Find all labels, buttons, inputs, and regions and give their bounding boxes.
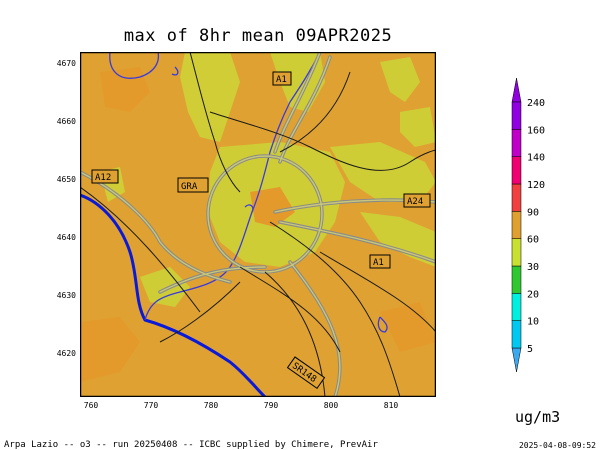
colorbar-level-label: 5: [527, 344, 533, 355]
footer-credits: Arpa Lazio -- o3 -- run 20250408 -- ICBC…: [4, 440, 378, 450]
colorbar-level-label: 240: [527, 98, 545, 109]
colorbar-level-label: 10: [527, 317, 539, 328]
svg-text:A12: A12: [95, 173, 111, 183]
colorbar-band: [511, 265, 522, 294]
map-border: [80, 52, 436, 397]
x-tick-label: 810: [384, 401, 399, 410]
svg-text:GRA: GRA: [181, 182, 198, 192]
svg-text:A24: A24: [407, 197, 423, 207]
y-tick-label: 4660: [57, 117, 76, 126]
colorbar-band: [511, 320, 522, 349]
colorbar-band: [511, 183, 522, 212]
colorbar-band: [511, 129, 522, 157]
colorbar-cap-top: [511, 77, 522, 103]
y-tick-label: 4620: [57, 349, 76, 358]
colorbar-cap-bottom: [511, 347, 522, 373]
road-label-a1-south: A1: [369, 254, 391, 269]
road-label-a12: A12: [91, 169, 119, 184]
concentration-field-orange: [80, 67, 436, 382]
unit-label: ug/m3: [515, 408, 561, 426]
colorbar-level-label: 160: [527, 125, 545, 136]
svg-text:A1: A1: [373, 258, 384, 268]
y-tick-label: 4640: [57, 233, 76, 242]
y-tick-label: 4630: [57, 291, 76, 300]
rivers: [109, 52, 388, 333]
ozone-map: A1 A12 GRA A24 A1 SR148: [80, 52, 436, 397]
colorbar-level-label: 20: [527, 289, 539, 300]
x-axis-ticks: 760 770 780 790 800 810: [84, 401, 399, 410]
x-tick-label: 790: [264, 401, 279, 410]
colorbar-level-label: 120: [527, 180, 545, 191]
x-tick-label: 770: [144, 401, 159, 410]
colorbar-level-label: 30: [527, 262, 539, 273]
map-title: max of 8hr mean 09APR2025: [123, 26, 393, 46]
x-tick-label: 760: [84, 401, 99, 410]
colorbar-band: [511, 156, 522, 185]
road-label-a1-north: A1: [272, 71, 292, 86]
colorbar: 5 10 20 30 60 90 120 140 160 240: [511, 77, 545, 373]
colorbar-level-label: 60: [527, 235, 539, 246]
colorbar-band: [511, 211, 522, 239]
road-label-gra: GRA: [177, 177, 209, 193]
road-label-a24: A24: [403, 193, 431, 208]
run-timestamp: 2025-04-08-09:52: [518, 441, 596, 450]
y-tick-label: 4650: [57, 175, 76, 184]
colorbar-level-label: 140: [527, 153, 545, 164]
colorbar-level-label: 90: [527, 207, 539, 218]
svg-text:A1: A1: [276, 75, 287, 85]
y-tick-label: 4670: [57, 59, 76, 68]
y-axis-ticks: 4670 4660 4650 4640 4630 4620: [57, 59, 76, 358]
x-tick-label: 780: [204, 401, 219, 410]
colorbar-band: [511, 293, 522, 321]
x-tick-label: 800: [324, 401, 339, 410]
colorbar-band: [511, 238, 522, 267]
colorbar-band: [511, 101, 522, 130]
